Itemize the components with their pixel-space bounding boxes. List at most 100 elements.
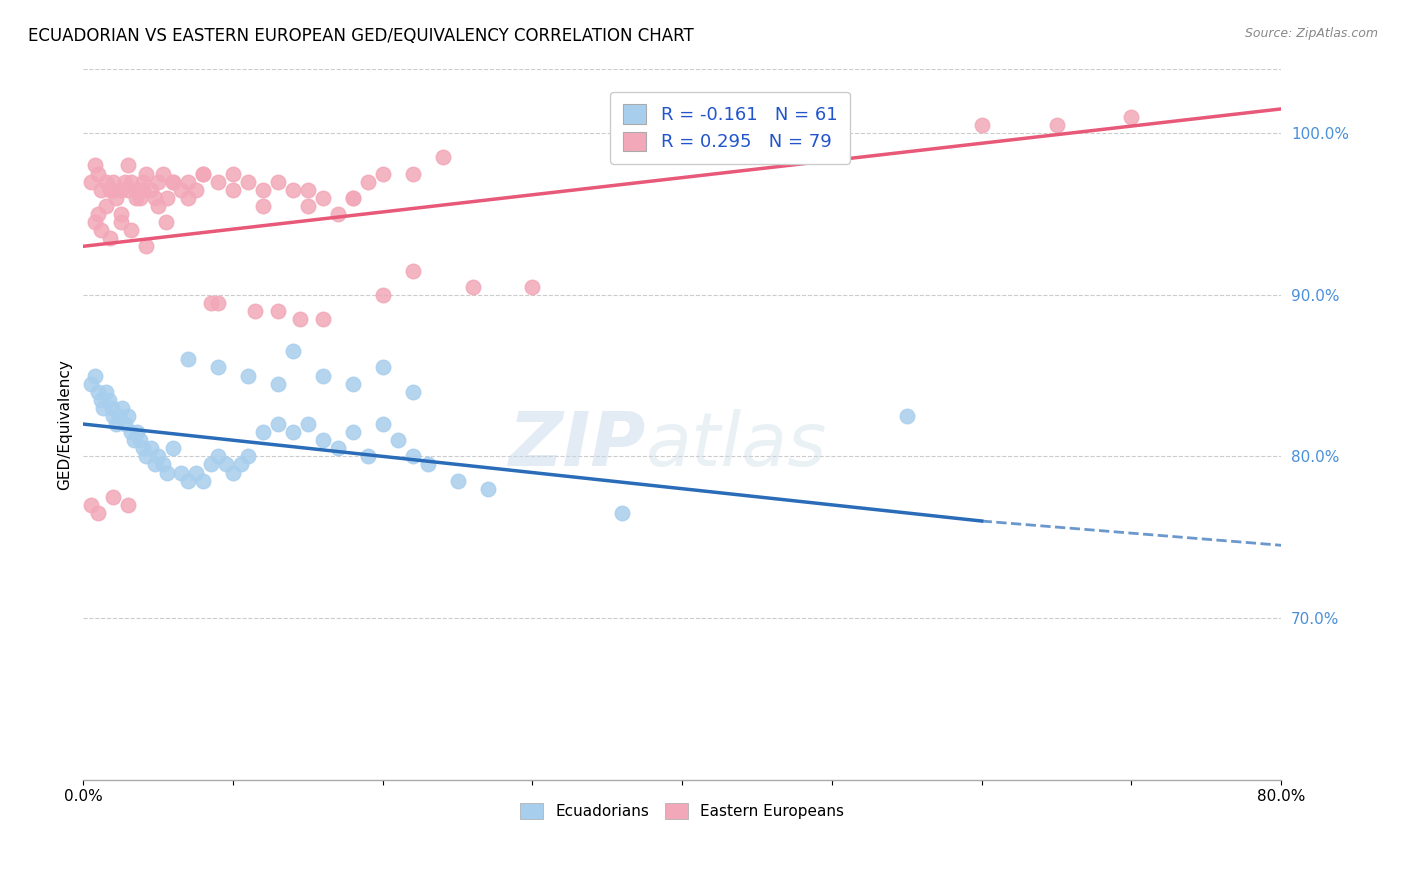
Point [402,263,425,277]
Point [90,223,112,237]
Point [297,199,319,213]
Point [110,215,132,229]
Point [177,474,200,488]
Point [108,409,131,423]
Legend: Ecuadorians, Eastern Europeans: Ecuadorians, Eastern Europeans [515,797,851,825]
Point [155,215,177,229]
Y-axis label: GED/Equivalency: GED/Equivalency [58,359,72,490]
Point [371,360,394,375]
Point [245,304,267,318]
Point [87,384,110,399]
Point [267,175,290,189]
Point [267,376,290,391]
Point [117,183,139,197]
Point [84,159,107,173]
Point [162,175,184,189]
Point [281,425,304,439]
Point [357,450,380,464]
Point [342,191,364,205]
Point [105,417,128,431]
Point [132,442,155,456]
Point [146,450,169,464]
Point [135,239,157,253]
Point [371,167,394,181]
Point [100,401,122,415]
Point [127,425,149,439]
Point [156,191,179,205]
Point [342,376,364,391]
Point [139,183,162,197]
Point [432,150,454,164]
Point [446,474,468,488]
Point [290,312,312,326]
Point [326,442,349,456]
Point [236,175,259,189]
Point [326,207,349,221]
Point [200,296,222,310]
Point [98,231,121,245]
Text: atlas: atlas [647,409,828,482]
Point [177,191,200,205]
Point [120,175,142,189]
Point [132,183,155,197]
Point [97,392,120,407]
Point [387,434,409,448]
Point [970,118,993,132]
Point [120,223,142,237]
Point [94,199,117,213]
Point [111,401,134,415]
Point [120,425,142,439]
Point [222,167,245,181]
Point [1045,118,1067,132]
Text: Source: ZipAtlas.com: Source: ZipAtlas.com [1244,27,1378,40]
Point [169,466,191,480]
Point [402,167,425,181]
Point [402,450,425,464]
Point [896,409,918,423]
Point [191,167,214,181]
Point [117,159,139,173]
Point [117,409,139,423]
Point [207,450,229,464]
Point [312,191,335,205]
Point [80,498,103,512]
Point [114,175,136,189]
Point [402,384,425,399]
Point [200,458,222,472]
Point [1121,110,1143,124]
Point [90,183,112,197]
Point [84,215,107,229]
Point [87,207,110,221]
Point [94,384,117,399]
Point [87,506,110,520]
Point [135,450,157,464]
Point [236,450,259,464]
Point [91,401,114,415]
Point [477,482,499,496]
Point [132,175,155,189]
Point [103,183,125,197]
Point [281,183,304,197]
Point [129,191,152,205]
Point [297,417,319,431]
Point [297,183,319,197]
Point [191,474,214,488]
Point [371,417,394,431]
Point [222,466,245,480]
Point [143,191,166,205]
Point [236,368,259,383]
Point [177,352,200,367]
Point [80,376,103,391]
Point [207,360,229,375]
Point [122,434,145,448]
Text: ECUADORIAN VS EASTERN EUROPEAN GED/EQUIVALENCY CORRELATION CHART: ECUADORIAN VS EASTERN EUROPEAN GED/EQUIV… [28,27,695,45]
Point [105,191,128,205]
Point [229,458,252,472]
Point [110,183,132,197]
Point [162,175,184,189]
Point [312,434,335,448]
Point [357,175,380,189]
Point [184,183,207,197]
Point [125,191,148,205]
Text: ZIP: ZIP [509,409,647,482]
